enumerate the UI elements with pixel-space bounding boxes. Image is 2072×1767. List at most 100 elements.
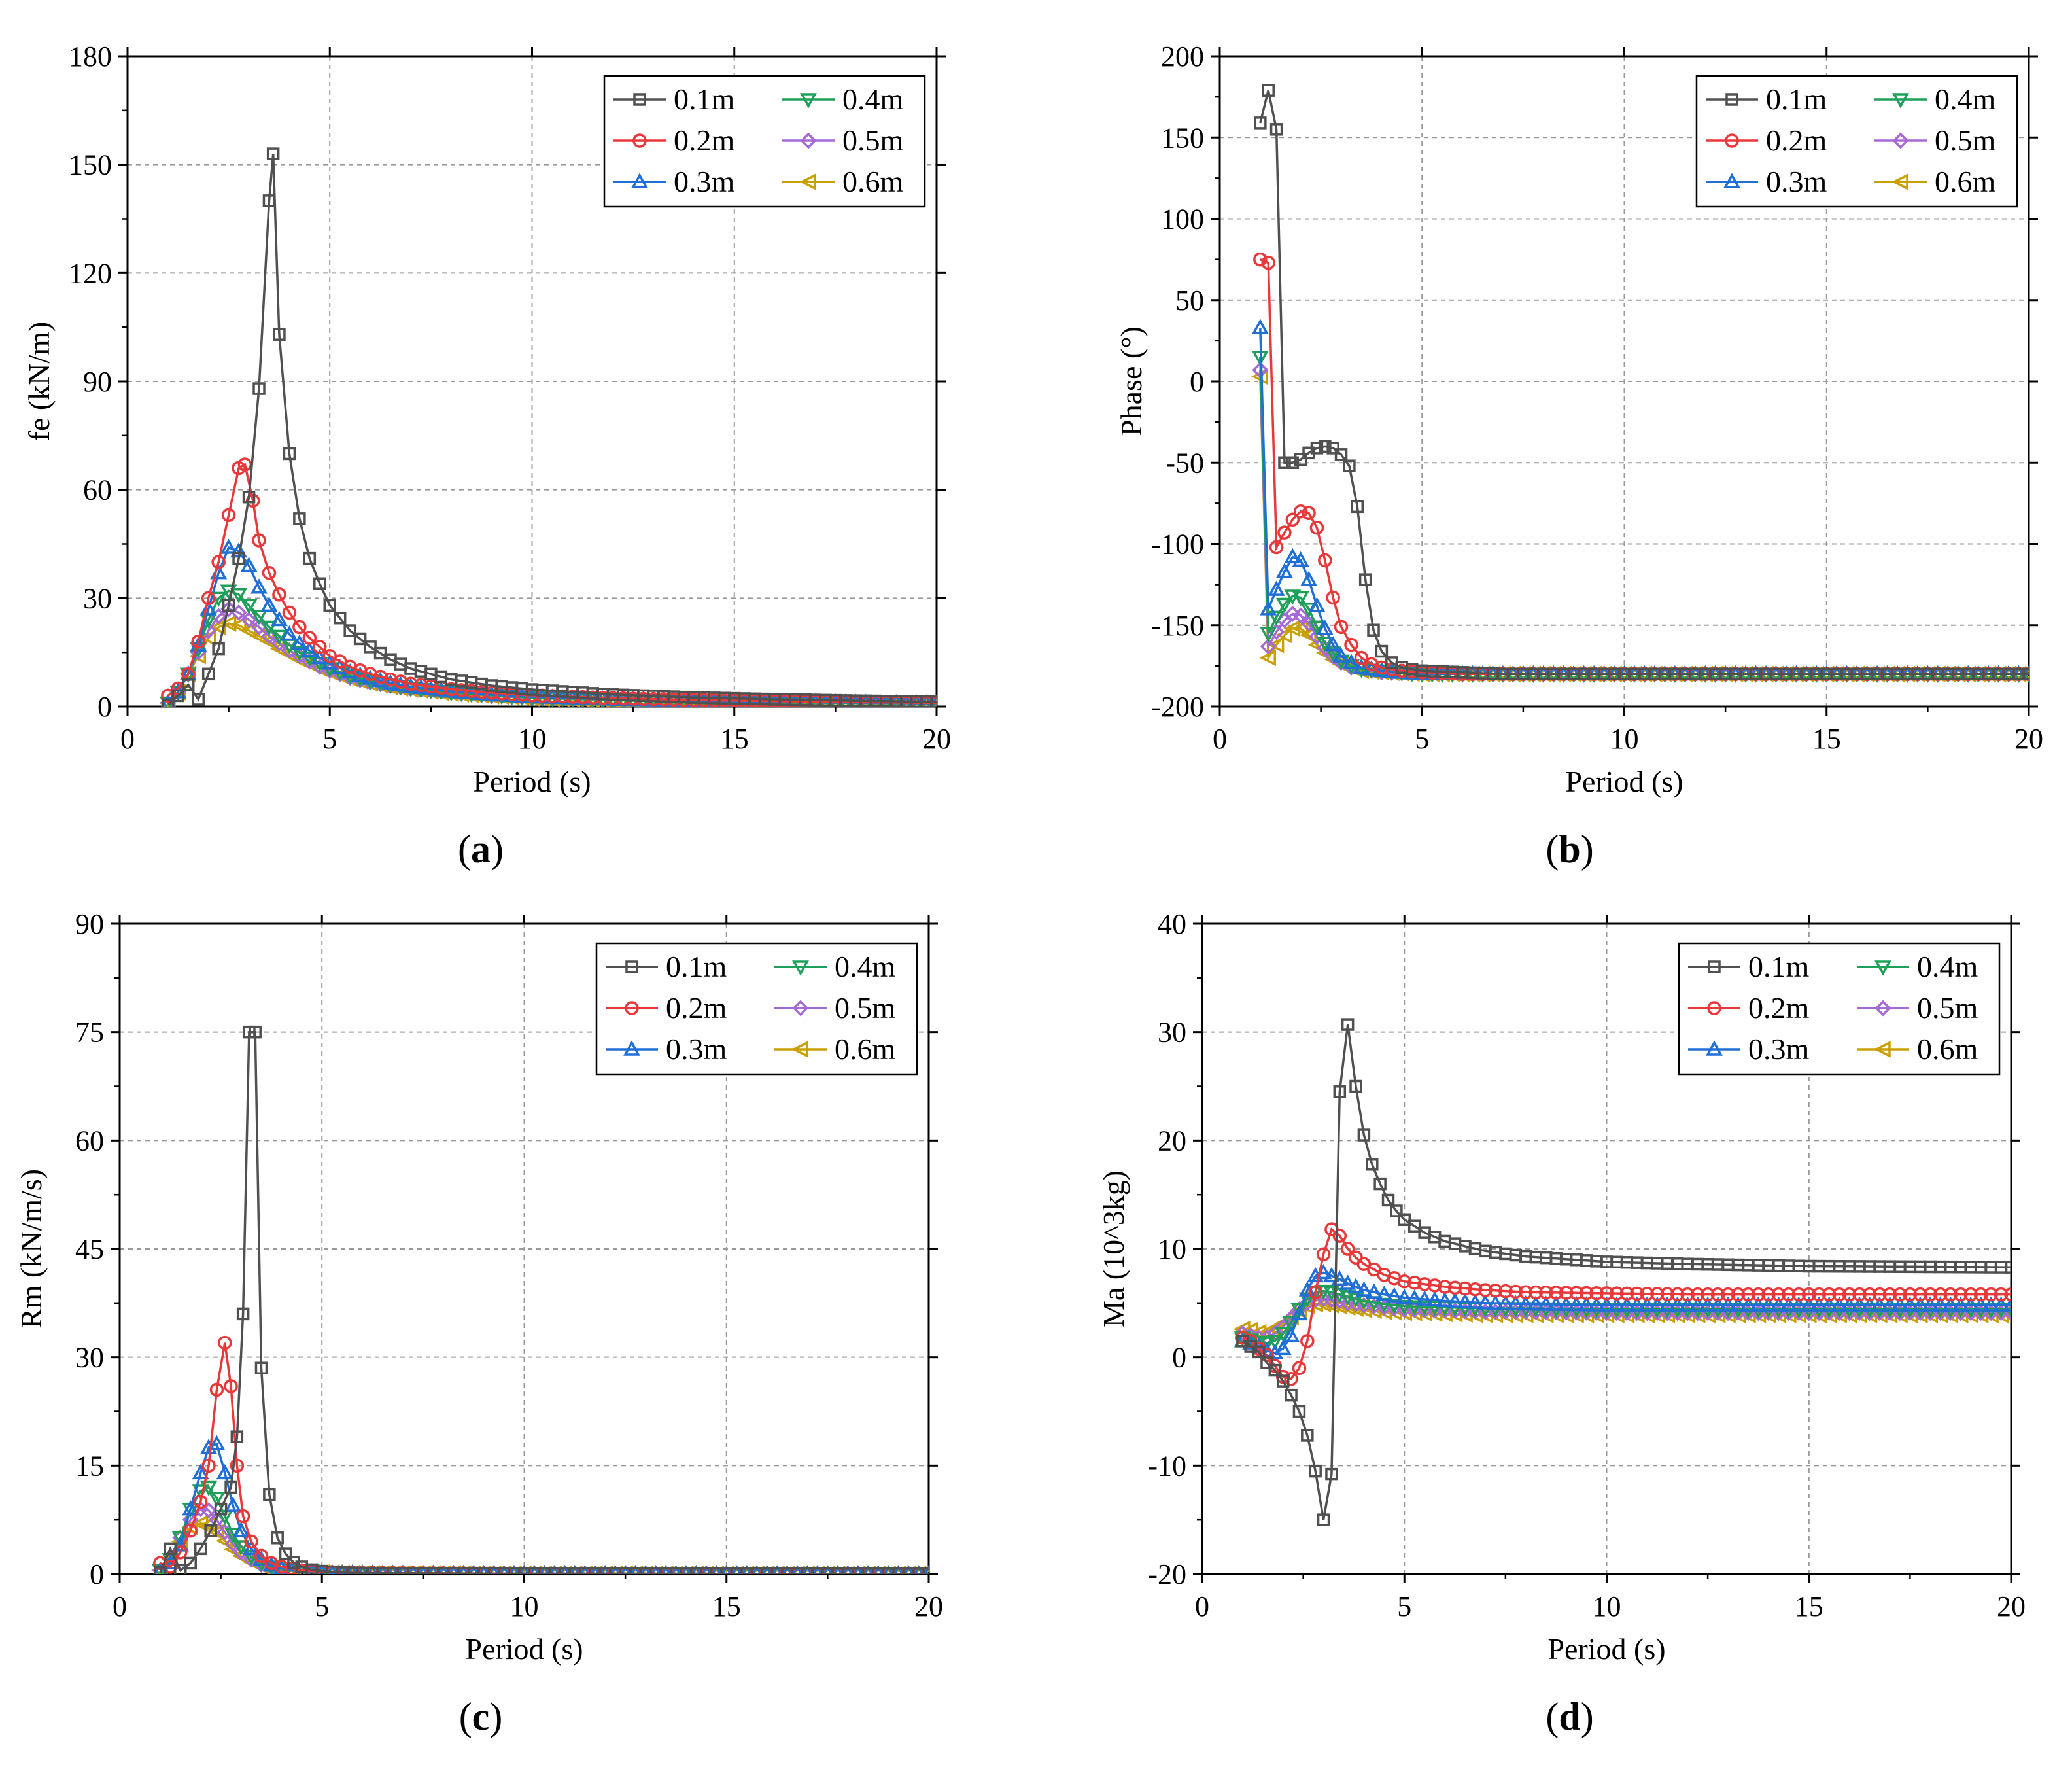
legend-label: 0.1m [674,82,735,116]
x-tick-label: 15 [1795,1590,1823,1622]
y-tick-label: 180 [69,41,112,73]
series-group [154,1027,935,1581]
legend-label: 0.3m [674,165,735,198]
y-tick-label: 15 [75,1450,104,1482]
x-tick-label: 20 [2014,723,2043,755]
legend-label: 0.3m [1748,1032,1810,1066]
x-axis-label: Period (s) [1565,765,1683,798]
caption-open-paren: ( [458,828,471,871]
y-axis-label: Phase (°) [1114,326,1148,436]
legend: 0.1m0.2m0.3m0.4m0.5m0.6m [596,943,917,1074]
y-tick-label: 60 [83,474,112,506]
series-line [160,1343,929,1574]
legend-label: 0.2m [1748,991,1810,1024]
y-tick-label: 30 [75,1342,104,1374]
y-tick-label: 200 [1161,41,1204,73]
series-line [1260,357,2029,674]
y-tick-label: 75 [75,1017,104,1049]
series-0_2m [162,459,942,709]
series-line [1260,370,2029,674]
y-tick-label: 40 [1158,908,1186,940]
x-tick-label: 10 [510,1590,539,1622]
x-tick-label: 0 [112,1590,127,1622]
chart-panel-b: 0 5 10 15 20-200-150-100-50050100150200Perio… [1114,41,2043,871]
legend-label: 0.1m [1748,950,1810,983]
x-tick-label: 5 [1397,1590,1411,1622]
x-tick-label: 10 [1610,723,1639,755]
y-tick-label: -100 [1151,529,1204,561]
caption-open-paren: ( [1545,828,1559,871]
caption-letter: d [1559,1695,1580,1738]
legend-label: 0.6m [835,1032,896,1066]
y-tick-label: 0 [90,1558,104,1590]
caption-letter: b [1559,828,1580,871]
y-axis-label: Ma (10^3kg) [1097,1170,1130,1327]
x-tick-label: 0 [1213,723,1227,755]
legend-label: 0.6m [842,165,904,198]
panel-caption: (d) [1545,1695,1593,1738]
legend-label: 0.4m [1917,950,1978,983]
series-group [1236,1019,2018,1525]
x-tick-label: 5 [315,1590,329,1622]
x-tick-label: 0 [120,723,135,755]
panel-caption: (c) [459,1695,503,1738]
y-tick-label: -10 [1148,1450,1186,1482]
x-axis-label: Period (s) [473,765,591,798]
x-tick-label: 20 [914,1590,943,1622]
panel-caption: (a) [458,828,504,871]
y-tick-label: 0 [1172,1342,1186,1374]
legend-label: 0.3m [1766,165,1827,198]
legend-label: 0.6m [1935,165,1996,198]
legend: 0.1m0.2m0.3m0.4m0.5m0.6m [1697,76,2017,207]
legend-label: 0.5m [842,124,904,157]
x-tick-label: 10 [518,723,547,755]
caption-letter: a [471,828,491,871]
panel-caption: (b) [1545,828,1593,871]
series-0_4m [1254,352,2035,681]
x-axis-label: Period (s) [1547,1632,1665,1666]
legend-label: 0.4m [835,950,896,983]
x-tick-label: 15 [1812,723,1841,755]
series-0_3m [162,541,943,709]
y-tick-label: 50 [1175,285,1204,317]
y-tick-label: 60 [75,1125,104,1157]
series-line [168,464,937,703]
x-tick-label: 10 [1593,1590,1621,1622]
y-axis-label: Rm (kN/m/s) [14,1169,48,1329]
series-line [160,1444,929,1574]
legend: 0.1m0.2m0.3m0.4m0.5m0.6m [604,76,925,207]
x-tick-label: 20 [1997,1590,2026,1622]
y-tick-label: 30 [1158,1017,1186,1049]
legend-label: 0.1m [1766,82,1827,116]
y-tick-label: 45 [75,1233,104,1265]
y-tick-label: 20 [1158,1125,1186,1157]
legend-label: 0.2m [666,991,727,1024]
legend-label: 0.2m [674,124,735,157]
caption-close-paren: ) [1581,828,1594,871]
y-tick-label: -50 [1166,447,1204,479]
y-tick-label: -150 [1151,610,1204,642]
y-tick-label: 100 [1161,203,1204,236]
chart-panel-a: 0 5 10 15 200306090120150180Period (s)fe (kN… [22,41,951,871]
y-tick-label: 0 [97,691,112,723]
y-tick-label: -20 [1148,1558,1186,1590]
legend-label: 0.2m [1766,124,1827,157]
x-axis-label: Period (s) [465,1632,583,1666]
series-line [1260,260,2029,674]
series-0_1m [155,1027,934,1579]
x-tick-label: 0 [1195,1590,1209,1622]
y-tick-label: 150 [69,149,112,181]
y-tick-label: 120 [69,257,112,289]
legend-label: 0.6m [1917,1032,1978,1066]
series-line [1260,377,2029,674]
x-tick-label: 5 [322,723,337,755]
y-tick-label: 150 [1161,122,1204,154]
x-tick-label: 20 [922,723,951,755]
y-tick-label: 90 [83,366,112,398]
caption-open-paren: ( [459,1695,472,1738]
legend-label: 0.5m [835,991,896,1024]
x-tick-label: 15 [720,723,749,755]
series-0_6m [1254,370,2035,681]
caption-close-paren: ) [1581,1695,1594,1738]
